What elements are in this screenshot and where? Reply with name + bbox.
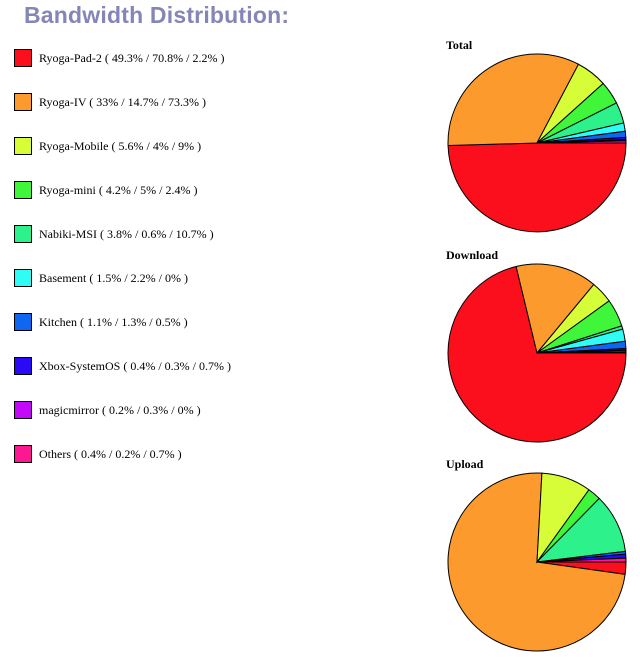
legend-item: Others ( 0.4% / 0.2% / 0.7% ) bbox=[14, 444, 182, 464]
legend-label: Xbox-SystemOS ( 0.4% / 0.3% / 0.7% ) bbox=[39, 358, 231, 373]
legend-label: Basement ( 1.5% / 2.2% / 0% ) bbox=[39, 270, 188, 285]
legend-item: Nabiki-MSI ( 3.8% / 0.6% / 10.7% ) bbox=[14, 224, 214, 244]
chart-title-total: Total bbox=[446, 38, 473, 52]
legend-item: Kitchen ( 1.1% / 1.3% / 0.5% ) bbox=[14, 312, 188, 332]
pie-upload-svg bbox=[447, 472, 627, 652]
pie-slice-others bbox=[536, 351, 627, 354]
legend-swatch bbox=[14, 181, 32, 199]
legend-label: Ryoga-IV ( 33% / 14.7% / 73.3% ) bbox=[39, 94, 206, 109]
legend-label: Ryoga-mini ( 4.2% / 5% / 2.4% ) bbox=[39, 182, 198, 197]
chart-title-upload: Upload bbox=[446, 457, 484, 471]
legend-label: Ryoga-Pad-2 ( 49.3% / 70.8% / 2.2% ) bbox=[39, 50, 225, 65]
pie-slice-others bbox=[536, 140, 627, 144]
legend-swatch bbox=[14, 269, 32, 287]
legend-item: Xbox-SystemOS ( 0.4% / 0.3% / 0.7% ) bbox=[14, 356, 231, 376]
legend-swatch bbox=[14, 445, 32, 463]
legend-swatch bbox=[14, 225, 32, 243]
chart-title-download: Download bbox=[446, 248, 499, 262]
legend-item: Basement ( 1.5% / 2.2% / 0% ) bbox=[14, 268, 188, 288]
pie-slice-ryoga-pad-2 bbox=[447, 142, 627, 233]
legend-label: Nabiki-MSI ( 3.8% / 0.6% / 10.7% ) bbox=[39, 226, 214, 241]
legend-item: Ryoga-Mobile ( 5.6% / 4% / 9% ) bbox=[14, 136, 201, 156]
legend-label: magicmirror ( 0.2% / 0.3% / 0% ) bbox=[39, 402, 201, 417]
pie-slice-others bbox=[536, 557, 627, 563]
page-title: Bandwidth Distribution: bbox=[24, 2, 290, 28]
legend-swatch bbox=[14, 93, 32, 111]
legend-item: magicmirror ( 0.2% / 0.3% / 0% ) bbox=[14, 400, 201, 420]
pie-slice-ryoga-pad-2 bbox=[447, 265, 627, 443]
legend-label: Kitchen ( 1.1% / 1.3% / 0.5% ) bbox=[39, 314, 188, 329]
legend-swatch bbox=[14, 313, 32, 331]
pie-total-svg bbox=[447, 53, 627, 233]
pie-download-svg bbox=[447, 263, 627, 443]
legend-item: Ryoga-Pad-2 ( 49.3% / 70.8% / 2.2% ) bbox=[14, 48, 225, 68]
legend-swatch bbox=[14, 137, 32, 155]
legend-swatch bbox=[14, 357, 32, 375]
legend-item: Ryoga-mini ( 4.2% / 5% / 2.4% ) bbox=[14, 180, 198, 200]
legend-label: Others ( 0.4% / 0.2% / 0.7% ) bbox=[39, 446, 182, 461]
legend-label: Ryoga-Mobile ( 5.6% / 4% / 9% ) bbox=[39, 138, 202, 153]
legend-swatch bbox=[14, 49, 32, 67]
legend-swatch bbox=[14, 401, 32, 419]
legend-item: Ryoga-IV ( 33% / 14.7% / 73.3% ) bbox=[14, 92, 206, 112]
pie-slice-ryoga-iv bbox=[447, 53, 580, 147]
pie-slice-ryoga-iv bbox=[515, 263, 595, 355]
